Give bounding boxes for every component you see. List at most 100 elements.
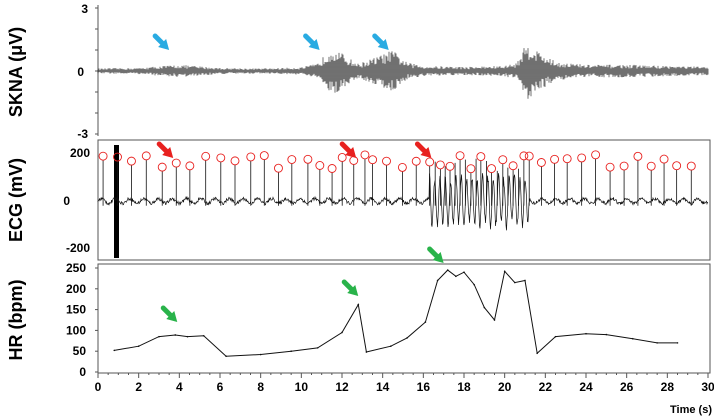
ecg-r-peak-marker [274, 163, 283, 173]
hr-ytick: 0 [79, 365, 86, 379]
hr-xtick: 4 [176, 380, 183, 394]
hr-xtick: 26 [620, 380, 634, 394]
hr-xtick: 22 [539, 380, 553, 394]
ecg-r-peak-marker [659, 154, 669, 164]
hr-point [463, 271, 465, 273]
ecg-r-peak-marker [171, 158, 181, 168]
hr-ylabel: HR (bpm) [6, 280, 26, 361]
hr-point [554, 335, 557, 338]
hr-point [137, 345, 140, 348]
ecg-r-peak-marker [435, 160, 445, 170]
ecg-r-peak-marker [360, 150, 370, 160]
ecg-r-peak-marker [508, 161, 518, 171]
hr-point [631, 337, 634, 340]
ecg-r-peak-marker [524, 151, 534, 161]
ecg-r-peak-marker [619, 161, 629, 171]
skna-ytick: -3 [77, 127, 88, 141]
hr-point [473, 283, 475, 286]
ecg-arrow-icon [156, 141, 174, 158]
ecg-r-peak-marker [201, 151, 211, 161]
ecg-r-peak-marker [591, 150, 601, 160]
hr-arrow-icon [341, 279, 359, 296]
hr-point [186, 335, 189, 338]
ecg-artifact-bar [114, 145, 119, 258]
hr-point [316, 347, 319, 349]
hr-ytick: 200 [66, 282, 86, 296]
ecg-r-peak-marker [157, 162, 167, 172]
hr-point [493, 319, 496, 321]
skna-arrow-icon [303, 33, 320, 50]
skna-arrow-icon [372, 33, 389, 50]
hr-point [436, 279, 439, 282]
hr-point [514, 281, 516, 284]
ecg-r-peak-marker [141, 151, 151, 161]
ecg-r-peak-marker [445, 161, 455, 171]
ecg-ytick: 200 [70, 146, 90, 160]
ecg-panel: ECG (mV) 200 0 -200 [6, 139, 711, 261]
skna-trace [97, 48, 709, 99]
ecg-r-peak-marker [577, 153, 587, 163]
hr-point [424, 321, 427, 323]
ecg-r-peak-marker [303, 154, 313, 164]
skna-arrow-icon [152, 33, 170, 50]
ecg-r-peak-marker [646, 161, 656, 171]
hr-point [676, 342, 679, 344]
hr-point [536, 352, 538, 355]
ecg-r-peak-marker [633, 151, 643, 161]
ecg-r-peak-marker [382, 156, 391, 166]
hr-point [524, 279, 526, 282]
ecg-arrow-icon [339, 141, 357, 158]
skna-ytick: 0 [77, 65, 84, 79]
hr-xtick: 24 [579, 380, 593, 394]
ecg-r-peak-marker [113, 152, 122, 162]
ecg-r-peak-marker [368, 155, 378, 165]
ecg-r-peak-marker [476, 152, 486, 162]
ecg-r-peak-marker [562, 154, 572, 164]
hr-point [357, 303, 360, 306]
ecg-r-peak-marker [605, 162, 615, 172]
ecg-r-peak-marker [550, 154, 560, 164]
ecg-r-peak-marker [466, 164, 476, 174]
hr-point [390, 345, 392, 348]
ecg-r-peak-marker [327, 164, 337, 173]
ecg-r-peak-marker [185, 161, 195, 171]
hr-arrow-icon [160, 305, 178, 322]
ecg-r-peak-marker [349, 156, 359, 165]
hr-line [114, 269, 678, 357]
skna-ylabel: SKNA (μV) [6, 27, 26, 117]
hr-xtick: 18 [457, 380, 471, 394]
hr-point [365, 351, 368, 353]
hr-point [455, 275, 457, 278]
hr-point [483, 306, 486, 309]
ecg-ytick: 0 [63, 194, 70, 208]
hr-point [585, 332, 587, 335]
ecg-r-peak-marker [411, 156, 421, 166]
ecg-r-peak-marker [686, 161, 696, 171]
hr-point [225, 355, 227, 357]
hr-xtick: 12 [335, 380, 349, 394]
skna-panel: SKNA (μV) 3 0 -3 [6, 2, 709, 141]
ecg-r-peak-marker [397, 162, 407, 172]
hr-point [113, 349, 116, 352]
ecg-r-peak-marker [536, 158, 546, 167]
hr-xtick: 2 [135, 380, 142, 394]
hr-point [202, 335, 205, 337]
ecg-r-peak-marker [455, 151, 465, 161]
hr-point [290, 350, 292, 353]
hr-ytick: 50 [73, 344, 87, 358]
hr-xtick: 8 [257, 380, 264, 394]
hr-point [341, 331, 343, 334]
hr-ytick: 250 [66, 261, 86, 275]
hr-point [406, 337, 408, 339]
hr-xtick: 20 [498, 380, 512, 394]
ecg-r-peak-marker [98, 151, 108, 161]
hr-point [605, 333, 608, 336]
ecg-r-peak-marker [246, 152, 256, 162]
hr-xtick: 0 [95, 380, 102, 394]
hr-ytick: 150 [66, 303, 86, 317]
ecg-r-peak-marker [259, 151, 269, 161]
hr-point [656, 342, 658, 344]
ecg-r-peak-marker [230, 156, 240, 166]
ecg-ylabel: ECG (mV) [6, 158, 26, 242]
